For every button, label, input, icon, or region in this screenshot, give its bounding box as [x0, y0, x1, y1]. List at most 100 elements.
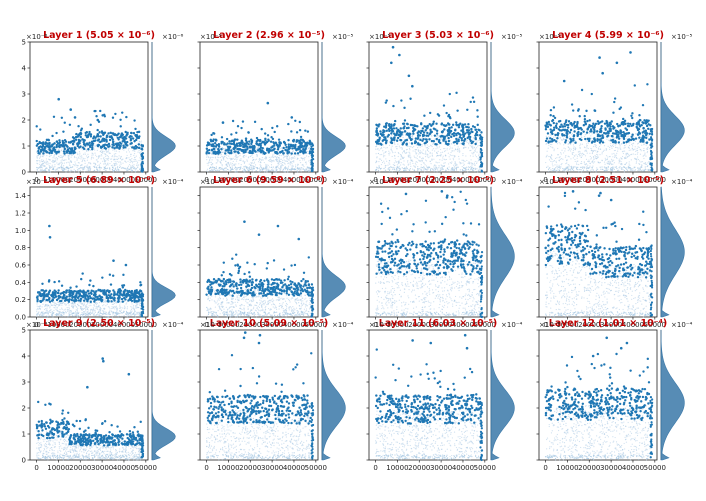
scatter-point-dense: [474, 163, 475, 164]
scatter-point-baseline: [104, 167, 105, 168]
scatter-point-dense: [573, 152, 574, 153]
scatter-point: [638, 114, 640, 116]
scatter-point-baseline: [572, 168, 573, 169]
scatter-point-dense: [283, 157, 284, 158]
scatter-point-dense: [647, 152, 648, 153]
scatter-point-baseline: [479, 169, 480, 170]
scatter-point-dense: [95, 163, 96, 164]
scatter-point-dense: [548, 145, 549, 146]
scatter-point-dense: [418, 140, 419, 141]
scatter-point-dense: [234, 168, 235, 169]
scatter-point-dense: [436, 152, 437, 153]
scatter-point-dense: [594, 158, 595, 159]
scatter-point-baseline: [306, 169, 307, 170]
scatter-point-dense: [449, 171, 450, 172]
scatter-point-dense: [116, 163, 117, 164]
scatter-point-baseline: [576, 167, 577, 168]
scatter-point-baseline: [470, 169, 471, 170]
scatter-point-dense: [124, 161, 125, 162]
scatter-point: [461, 125, 463, 127]
scatter-point-dense: [637, 154, 638, 155]
scatter-point-baseline: [298, 169, 299, 170]
scatter-point-dense: [66, 162, 67, 163]
scatter-point-dense: [86, 166, 87, 167]
scatter-point: [208, 143, 210, 145]
scatter-point-baseline: [389, 169, 390, 170]
scatter-point-baseline: [576, 168, 577, 169]
scatter-point-dense: [243, 160, 244, 161]
scatter-point-dense: [444, 151, 445, 152]
scatter-point-dense: [478, 154, 479, 155]
scatter-point-dense: [467, 140, 468, 141]
scatter-point-dense: [100, 163, 101, 164]
scatter-point-dense: [100, 150, 101, 151]
scatter-point-dense: [556, 164, 557, 165]
scatter-point-baseline: [135, 169, 136, 170]
scatter-point-dense: [255, 159, 256, 160]
scatter-point: [94, 110, 96, 112]
scatter-point-dense: [414, 155, 415, 156]
scatter-point-dense: [555, 161, 556, 162]
scatter-points: [205, 102, 314, 173]
scatter-point-dense: [641, 150, 642, 151]
scatter-point: [233, 148, 235, 150]
scatter-point-edge: [481, 164, 483, 166]
scatter-point: [567, 126, 569, 128]
scatter-point: [74, 146, 76, 148]
scatter-point-dense: [650, 149, 651, 150]
scatter-point: [403, 123, 405, 125]
scatter-point: [88, 131, 90, 133]
scatter-point: [80, 132, 82, 134]
scatter-point: [449, 116, 451, 118]
scatter-point-dense: [616, 166, 617, 167]
scatter-point-dense: [557, 143, 558, 144]
scatter-point-dense: [572, 133, 573, 134]
scatter-point-dense: [43, 165, 44, 166]
scatter-point-dense: [57, 158, 58, 159]
scatter-point: [259, 140, 261, 142]
scatter-point-dense: [591, 133, 592, 134]
scatter-point-dense: [383, 153, 384, 154]
scatter-point-dense: [260, 164, 261, 165]
scatter-point-baseline: [583, 170, 584, 171]
scatter-point: [38, 152, 40, 154]
scatter-point: [284, 144, 286, 146]
scatter-point-dense: [476, 156, 477, 157]
scatter-point-dense: [563, 144, 564, 145]
scatter-point-dense: [443, 166, 444, 167]
scatter-point-dense: [586, 145, 587, 146]
scatter-point-dense: [377, 148, 378, 149]
scatter-point-dense: [132, 165, 133, 166]
scatter-point-baseline: [276, 170, 277, 171]
scatter-point-dense: [606, 155, 607, 156]
scatter-point-dense: [47, 171, 48, 172]
scatter-point-dense: [560, 152, 561, 153]
scatter-point-baseline: [37, 169, 38, 170]
scatter-point-dense: [617, 147, 618, 148]
scatter-point: [264, 132, 266, 134]
scatter-point: [296, 131, 298, 133]
scatter-point: [379, 143, 381, 145]
scatter-point: [122, 146, 124, 148]
scatter-point-dense: [138, 160, 139, 161]
scatter-point-baseline: [639, 169, 640, 170]
scatter-point-dense: [443, 148, 444, 149]
scatter-point-dense: [636, 159, 637, 160]
scatter-point: [288, 151, 290, 153]
scatter-point-dense: [240, 160, 241, 161]
scatter-point: [93, 140, 95, 142]
scatter-point-dense: [612, 160, 613, 161]
scatter-point: [569, 122, 571, 124]
scatter-point-dense: [552, 163, 553, 164]
scatter-point-baseline: [119, 167, 120, 168]
scatter-point: [641, 136, 643, 138]
scatter-point-dense: [280, 148, 281, 149]
scatter-point: [39, 128, 41, 130]
scatter-point: [126, 133, 128, 135]
scatter-point-dense: [114, 165, 115, 166]
scatter-point-dense: [116, 171, 117, 172]
scatter-point: [256, 137, 258, 139]
scatter-point: [91, 146, 93, 148]
scatter-point: [273, 142, 275, 144]
scatter-point-dense: [440, 152, 441, 153]
